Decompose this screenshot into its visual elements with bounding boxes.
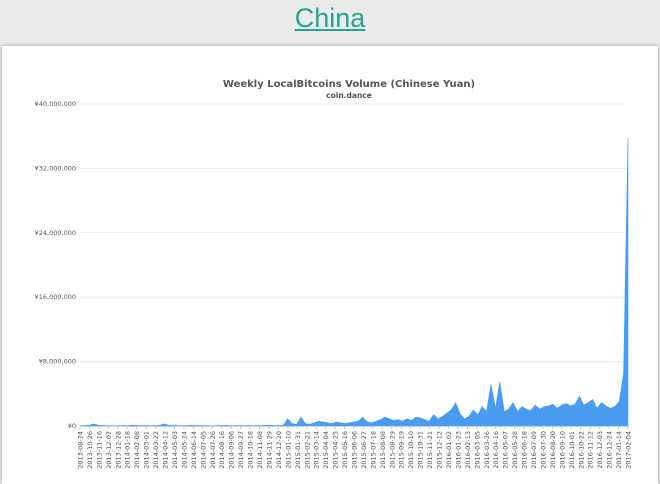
x-tick-label: 2015-10-31: [417, 431, 425, 469]
x-tick-label: 2013-11-16: [95, 431, 103, 469]
x-tick-label: 2015-03-14: [313, 431, 321, 469]
y-tick-label: ¥8,000,000: [39, 358, 76, 366]
x-tick-label: 2015-07-18: [369, 431, 377, 469]
x-tick-label: 2015-08-08: [379, 431, 387, 469]
x-tick-label: 2016-11-12: [587, 431, 595, 469]
x-tick-label: 2016-12-24: [606, 431, 614, 469]
series-area: [79, 137, 629, 427]
x-tick-label: 2015-06-27: [360, 431, 368, 469]
x-tick-label: 2013-12-07: [105, 431, 113, 469]
x-tick-label: 2016-10-01: [568, 431, 576, 469]
chart-title: Weekly LocalBitcoins Volume (Chinese Yua…: [223, 79, 475, 90]
x-axis: 2013-08-24 2013-10-26 2013-11-16 2013-12-07…: [77, 426, 633, 469]
x-tick-label: 2014-03-22: [152, 431, 160, 469]
x-tick-label: 2015-04-25: [332, 431, 340, 469]
y-tick-label: ¥40,000,000: [35, 100, 76, 108]
x-tick-label: 2016-07-30: [539, 431, 547, 469]
x-tick-label: 2015-09-19: [398, 431, 406, 469]
x-tick-label: 2015-02-21: [303, 431, 311, 469]
x-tick-label: 2014-02-08: [133, 431, 141, 469]
y-tick-label: ¥32,000,000: [35, 164, 76, 172]
x-tick-label: 2014-05-03: [171, 431, 179, 469]
x-tick-label: 2015-12-12: [436, 431, 444, 469]
x-tick-label: 2015-01-10: [284, 431, 292, 469]
x-tick-label: 2015-05-16: [341, 431, 349, 469]
x-tick-label: 2014-11-29: [265, 431, 273, 469]
x-tick-label: 2014-08-16: [218, 431, 226, 469]
x-tick-label: 2014-07-26: [209, 431, 217, 469]
x-tick-label: 2014-09-27: [237, 431, 245, 469]
grid-lines: [80, 103, 628, 427]
x-tick-label: 2016-06-18: [521, 431, 529, 469]
x-tick-label: 2014-04-12: [162, 431, 170, 469]
x-tick-label: 2015-10-10: [407, 431, 415, 469]
y-tick-label: ¥16,000,000: [35, 293, 76, 301]
x-tick-label: 2017-02-04: [625, 431, 633, 469]
x-tick-label: 2014-09-06: [228, 431, 236, 469]
chart-card: Weekly LocalBitcoins Volume (Chinese Yua…: [2, 46, 658, 484]
x-tick-label: 2016-07-09: [530, 431, 538, 469]
x-tick-label: 2016-04-16: [492, 431, 500, 469]
x-tick-label: 2014-07-05: [199, 431, 207, 469]
x-tick-label: 2015-06-06: [351, 431, 359, 469]
x-tick-label: 2014-12-20: [275, 431, 283, 469]
y-tick-label: ¥24,000,000: [35, 229, 76, 237]
volume-chart: Weekly LocalBitcoins Volume (Chinese Yua…: [35, 79, 633, 469]
y-axis: ¥0 ¥8,000,000 ¥16,000,000 ¥24,000,000 ¥32,00…: [35, 100, 76, 430]
x-tick-label: 2016-10-22: [577, 431, 585, 469]
x-tick-label: 2015-01-31: [294, 431, 302, 469]
x-tick-label: 2014-10-18: [247, 431, 255, 469]
series-area-group: [79, 137, 629, 427]
x-tick-label: 2014-03-01: [143, 431, 151, 469]
x-tick-label: 2014-01-18: [124, 431, 132, 469]
x-tick-label: 2015-08-29: [388, 431, 396, 469]
x-tick-label: 2013-12-28: [114, 431, 122, 469]
x-tick-label: 2014-05-24: [180, 431, 188, 469]
country-title-link[interactable]: China: [294, 3, 366, 33]
x-tick-label: 2016-08-20: [549, 431, 557, 469]
x-tick-label: 2016-05-28: [511, 431, 519, 469]
x-tick-label: 2013-08-24: [77, 431, 85, 469]
chart-subtitle: coin.dance: [326, 91, 372, 100]
x-tick-label: 2014-11-08: [256, 431, 264, 469]
x-tick-label: 2016-02-13: [464, 431, 472, 469]
x-tick-label: 2016-03-26: [483, 431, 491, 469]
x-tick-label: 2015-04-04: [322, 431, 330, 469]
x-tick-label: 2017-01-14: [615, 431, 623, 469]
x-tick-label: 2016-01-02: [445, 431, 453, 469]
x-tick-label: 2016-03-05: [473, 431, 481, 469]
x-tick-label: 2015-11-21: [426, 431, 434, 469]
header: China: [0, 0, 660, 46]
x-tick-label: 2014-06-14: [190, 431, 198, 469]
x-tick-label: 2016-12-03: [596, 431, 604, 469]
x-tick-label: 2016-05-07: [502, 431, 510, 469]
x-tick-label: 2013-10-26: [86, 431, 94, 469]
x-tick-label: 2016-01-23: [454, 431, 462, 469]
y-tick-label: ¥0: [68, 422, 76, 430]
x-tick-label: 2016-09-10: [558, 431, 566, 469]
